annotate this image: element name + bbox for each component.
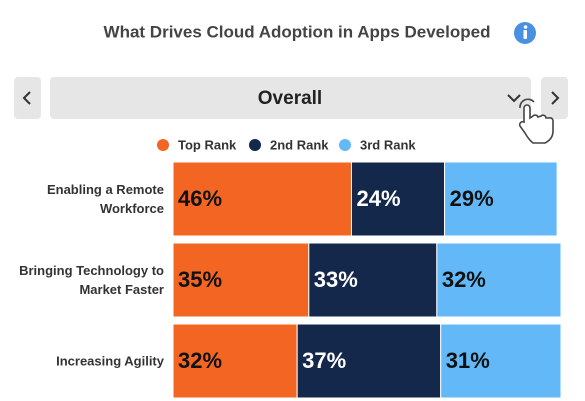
hand-cursor [518,98,554,144]
bar-segment [296,323,442,399]
value-label: 46% [178,186,222,211]
legend-swatch [339,139,351,151]
legend-swatch [157,139,169,151]
legend: Top Rank 2nd Rank 3rd Rank [157,137,416,152]
value-label: 37% [302,348,346,373]
prev-button[interactable] [14,77,41,119]
info-icon[interactable] [514,22,536,44]
dropdown[interactable]: Overall [50,77,531,119]
category-label: Enabling a Remote Workforce [46,182,164,216]
value-label: 29% [450,186,494,211]
category-label: Bringing Technology to Market Faster [19,263,164,297]
value-label: 24% [356,186,400,211]
bar-segment [444,161,558,237]
legend-label: 2nd Rank [270,137,329,152]
next-button[interactable] [541,77,568,119]
chart-title: What Drives Cloud Adoption in Apps Devel… [104,22,491,41]
dropdown-label: Overall [258,88,322,109]
value-label: 31% [446,348,490,373]
bar-segment [172,323,298,399]
value-label: 35% [178,267,222,292]
bar-segment [436,242,562,318]
value-label: 33% [314,267,358,292]
category-label: Increasing Agility [56,353,164,369]
bar-segment [440,323,562,399]
value-label: 32% [442,267,486,292]
legend-label: Top Rank [178,137,237,152]
value-label: 32% [178,348,222,373]
bar-segment [172,161,352,237]
legend-swatch [249,139,261,151]
bar-segment [308,242,438,318]
bar-segment [172,242,310,318]
bar-segment [350,161,446,237]
legend-label: 3rd Rank [360,137,416,152]
